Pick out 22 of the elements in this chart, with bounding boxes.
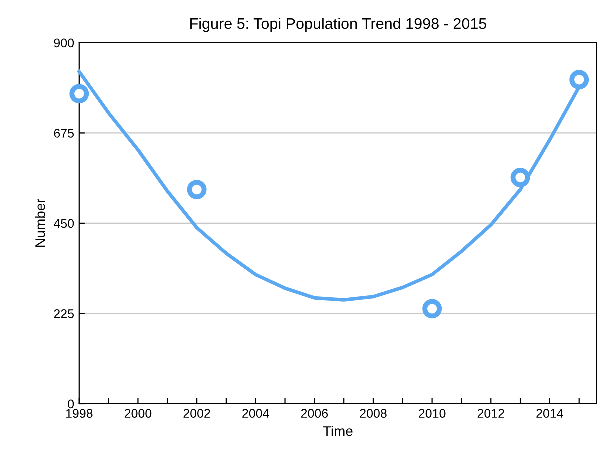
- y-tick-label: 900: [54, 38, 74, 48]
- y-tick-label: 225: [54, 310, 74, 318]
- x-axis-title: Time: [323, 426, 353, 436]
- point: [510, 168, 530, 188]
- point: [70, 84, 90, 104]
- x-tick-label: 1998: [66, 409, 93, 418]
- chart-title: Figure 5: Topi Population Trend 1998 - 2015: [190, 18, 486, 32]
- x-tick-label: 2008: [360, 409, 387, 418]
- x-tick-label: 2004: [242, 409, 270, 418]
- x-tick-label: 2002: [184, 409, 210, 418]
- y-axis-title: Number: [35, 199, 46, 248]
- x-tick-label: 2010: [419, 409, 446, 418]
- x-tick-label: 2006: [301, 409, 328, 418]
- y-tick-label: 450: [54, 219, 74, 228]
- x-tick-label: 2012: [478, 409, 504, 418]
- x-tick-label: 2000: [124, 409, 152, 418]
- y-tick-label: 675: [54, 129, 74, 138]
- point: [422, 299, 442, 319]
- y-tick-label: 0: [68, 400, 74, 409]
- x-tick-label: 2014: [536, 409, 564, 418]
- point: [187, 180, 207, 200]
- point: [570, 70, 590, 90]
